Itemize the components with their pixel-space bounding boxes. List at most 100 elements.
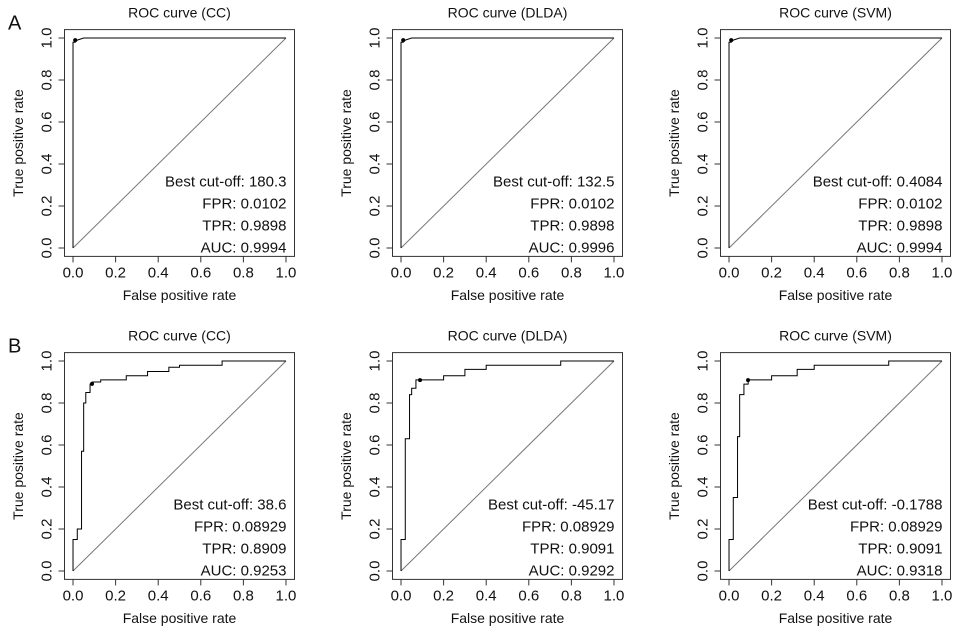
y-tick-label: 0.6 [38, 435, 55, 456]
x-tick-label: 0.4 [804, 587, 825, 604]
plot-frame [392, 352, 623, 580]
x-tick-label: 0.2 [433, 264, 454, 281]
y-tick-label: 0.2 [694, 196, 711, 217]
x-tick-label: 0.4 [476, 264, 497, 281]
y-tick-label: 1.0 [366, 351, 383, 372]
best-point [73, 38, 78, 43]
plot-frame [64, 352, 295, 580]
chart-title: ROC curve (CC) [128, 5, 231, 21]
chart-title: ROC curve (SVM) [779, 328, 892, 344]
y-tick-label: 0.4 [694, 477, 711, 498]
plot-frame [720, 352, 951, 580]
y-tick-label: 0.8 [366, 393, 383, 414]
x-tick-label: 0.2 [105, 264, 126, 281]
best-point [418, 378, 423, 383]
annotation: AUC: 0.9292 [529, 562, 615, 579]
plot-frame [64, 29, 295, 257]
x-axis-label: False positive rate [779, 287, 893, 303]
x-tick-label: 0.0 [391, 587, 412, 604]
x-tick-label: 0.8 [889, 587, 910, 604]
y-tick-label: 0.2 [694, 519, 711, 540]
annotation: AUC: 0.9994 [201, 239, 287, 256]
annotation: AUC: 0.9253 [201, 562, 287, 579]
y-tick-label: 0.0 [694, 238, 711, 259]
y-tick-label: 1.0 [38, 28, 55, 49]
x-tick-label: 0.6 [846, 587, 867, 604]
y-tick-label: 0.0 [366, 561, 383, 582]
y-tick-label: 0.0 [38, 561, 55, 582]
x-axis-label: False positive rate [779, 610, 893, 626]
y-tick-label: 1.0 [366, 28, 383, 49]
x-tick-label: 1.0 [932, 264, 953, 281]
x-tick-label: 0.8 [561, 587, 582, 604]
annotation: TPR: 0.9091 [858, 540, 942, 557]
y-tick-label: 0.6 [694, 435, 711, 456]
y-axis-label: True positive rate [10, 89, 26, 197]
best-point [746, 378, 751, 383]
y-tick-label: 0.6 [366, 435, 383, 456]
roc-curve [400, 360, 614, 571]
y-tick-label: 0.8 [38, 70, 55, 91]
y-tick-label: 0.6 [366, 112, 383, 133]
x-tick-label: 1.0 [276, 587, 297, 604]
x-axis-label: False positive rate [123, 287, 237, 303]
y-tick-label: 0.4 [694, 154, 711, 175]
y-tick-label: 0.8 [38, 393, 55, 414]
annotation: FPR: 0.08929 [850, 518, 943, 535]
x-axis-label: False positive rate [123, 610, 237, 626]
x-tick-label: 0.0 [63, 264, 84, 281]
x-tick-label: 1.0 [932, 587, 953, 604]
x-tick-label: 0.2 [105, 587, 126, 604]
x-tick-label: 1.0 [604, 587, 625, 604]
x-tick-label: 1.0 [604, 264, 625, 281]
x-tick-label: 0.2 [761, 264, 782, 281]
x-tick-label: 0.6 [190, 587, 211, 604]
y-axis-label: True positive rate [666, 89, 682, 197]
y-tick-label: 0.0 [38, 238, 55, 259]
x-tick-label: 0.2 [761, 587, 782, 604]
annotation: AUC: 0.9996 [529, 239, 615, 256]
y-tick-label: 1.0 [694, 351, 711, 372]
x-tick-label: 0.0 [391, 264, 412, 281]
annotation: TPR: 0.9898 [858, 217, 942, 234]
y-tick-label: 1.0 [694, 28, 711, 49]
y-tick-label: 0.8 [366, 70, 383, 91]
y-tick-label: 0.4 [38, 154, 55, 175]
panel-label: A [8, 12, 22, 34]
y-tick-label: 1.0 [38, 351, 55, 372]
y-axis-label: True positive rate [338, 89, 354, 197]
plot-frame [720, 29, 951, 257]
x-tick-label: 0.6 [518, 587, 539, 604]
x-tick-label: 0.0 [63, 587, 84, 604]
x-tick-label: 0.4 [476, 587, 497, 604]
y-tick-label: 0.0 [366, 238, 383, 259]
annotation: Best cut-off: -45.17 [488, 496, 614, 513]
y-tick-label: 0.8 [694, 393, 711, 414]
annotation: FPR: 0.08929 [194, 518, 287, 535]
x-axis-label: False positive rate [451, 610, 565, 626]
annotation: FPR: 0.0102 [202, 195, 286, 212]
x-tick-label: 0.8 [233, 264, 254, 281]
chart-title: ROC curve (DLDA) [448, 328, 568, 344]
annotation: FPR: 0.0102 [530, 195, 614, 212]
y-tick-label: 0.2 [38, 519, 55, 540]
best-point [90, 381, 95, 386]
y-axis-label: True positive rate [666, 412, 682, 520]
x-tick-label: 0.8 [889, 264, 910, 281]
annotation: Best cut-off: 0.4084 [813, 173, 943, 190]
chart-title: ROC curve (DLDA) [448, 5, 568, 21]
annotation: TPR: 0.9898 [530, 217, 614, 234]
plot-frame [392, 29, 623, 257]
y-tick-label: 0.4 [38, 477, 55, 498]
x-tick-label: 0.4 [804, 264, 825, 281]
annotation: AUC: 0.9318 [857, 562, 943, 579]
reference-diagonal [400, 37, 615, 249]
chart-title: ROC curve (CC) [128, 328, 231, 344]
annotation: Best cut-off: -0.1788 [808, 496, 943, 513]
roc-curve [728, 360, 942, 571]
x-axis-label: False positive rate [451, 287, 565, 303]
y-tick-label: 0.2 [366, 196, 383, 217]
y-tick-label: 0.6 [38, 112, 55, 133]
y-axis-label: True positive rate [10, 412, 26, 520]
